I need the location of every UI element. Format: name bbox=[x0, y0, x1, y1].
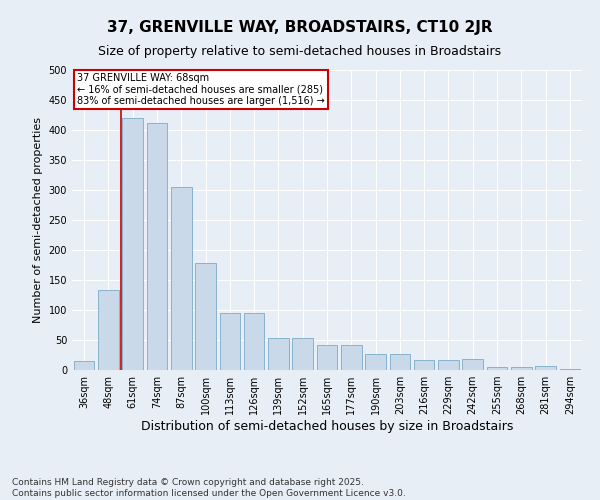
Bar bbox=[511, 367, 532, 370]
Text: 37 GRENVILLE WAY: 68sqm
← 16% of semi-detached houses are smaller (285)
83% of s: 37 GRENVILLE WAY: 68sqm ← 16% of semi-de… bbox=[77, 73, 325, 106]
Text: Size of property relative to semi-detached houses in Broadstairs: Size of property relative to semi-detach… bbox=[98, 45, 502, 58]
Bar bbox=[365, 354, 386, 370]
Y-axis label: Number of semi-detached properties: Number of semi-detached properties bbox=[33, 117, 43, 323]
Text: 37, GRENVILLE WAY, BROADSTAIRS, CT10 2JR: 37, GRENVILLE WAY, BROADSTAIRS, CT10 2JR bbox=[107, 20, 493, 35]
Bar bbox=[146, 123, 167, 370]
Bar bbox=[463, 358, 483, 370]
Bar bbox=[244, 313, 265, 370]
Bar bbox=[74, 361, 94, 370]
Bar bbox=[171, 187, 191, 370]
Text: Contains HM Land Registry data © Crown copyright and database right 2025.
Contai: Contains HM Land Registry data © Crown c… bbox=[12, 478, 406, 498]
Bar bbox=[98, 290, 119, 370]
Bar bbox=[341, 345, 362, 370]
X-axis label: Distribution of semi-detached houses by size in Broadstairs: Distribution of semi-detached houses by … bbox=[141, 420, 513, 433]
Bar bbox=[195, 263, 216, 370]
Bar bbox=[292, 338, 313, 370]
Bar bbox=[535, 366, 556, 370]
Bar bbox=[487, 367, 508, 370]
Bar bbox=[268, 338, 289, 370]
Bar bbox=[389, 354, 410, 370]
Bar bbox=[122, 118, 143, 370]
Bar bbox=[438, 360, 459, 370]
Bar bbox=[317, 345, 337, 370]
Bar bbox=[220, 313, 240, 370]
Bar bbox=[414, 360, 434, 370]
